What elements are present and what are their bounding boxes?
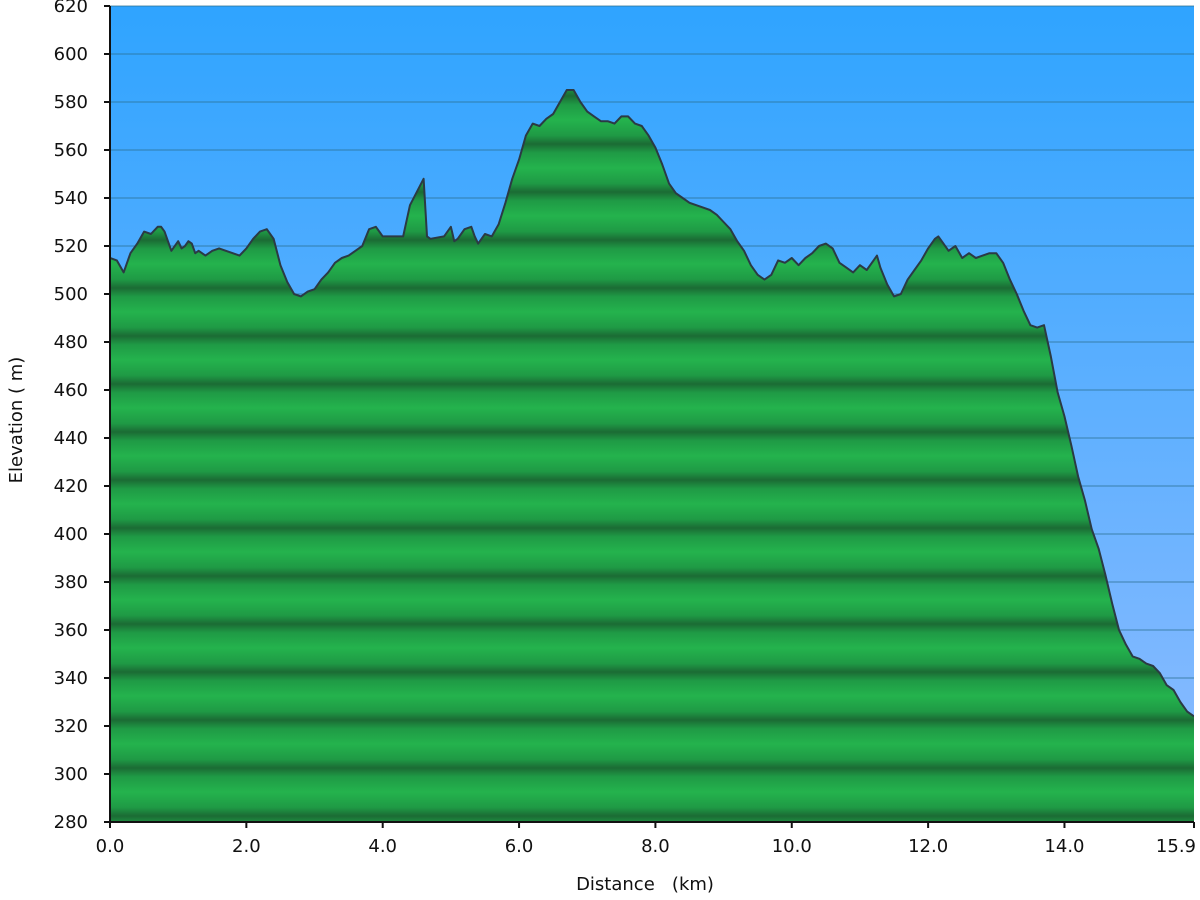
x-tick-label-0.0: 0.0 [96, 836, 125, 857]
y-tick-label-400: 400 [54, 524, 88, 545]
y-tick-label-520: 520 [54, 236, 88, 257]
y-tick-label-460: 460 [54, 380, 88, 401]
y-tick-label-300: 300 [54, 764, 88, 785]
x-tick-label-15.9: 15.9 [1156, 836, 1196, 857]
elevation-line [110, 89, 1194, 718]
y-tick-label-340: 340 [54, 668, 88, 689]
y-tick-label-320: 320 [54, 716, 88, 737]
y-tick-label-380: 380 [54, 572, 88, 593]
y-tick-label-480: 480 [54, 332, 88, 353]
y-tick-label-420: 420 [54, 476, 88, 497]
x-axis-title: Distance (km) [576, 874, 714, 895]
elevation-area [110, 90, 1194, 822]
x-tick-label-6.0: 6.0 [505, 836, 534, 857]
y-tick-label-540: 540 [54, 188, 88, 209]
y-tick-label-620: 620 [54, 0, 88, 17]
y-tick-label-580: 580 [54, 92, 88, 113]
y-axis-title: Elevation ( m) [6, 357, 27, 484]
y-tick-label-600: 600 [54, 44, 88, 65]
x-tick-label-12.0: 12.0 [908, 836, 948, 857]
y-tick-label-280: 280 [54, 812, 88, 833]
y-tick-label-360: 360 [54, 620, 88, 641]
y-tick-label-500: 500 [54, 284, 88, 305]
y-axis-ticks: 280 300 320 340 360 380 400 420 440 460 480 500 520 5… [54, 0, 110, 833]
x-tick-label-2.0: 2.0 [232, 836, 261, 857]
x-tick-label-4.0: 4.0 [368, 836, 397, 857]
x-axis-ticks: 0.0 2.0 4.0 6.0 8.0 10.0 12.0 14.0 15.9 [96, 822, 1196, 857]
y-tick-label-560: 560 [54, 140, 88, 161]
x-tick-label-14.0: 14.0 [1044, 836, 1084, 857]
x-tick-label-8.0: 8.0 [641, 836, 670, 857]
y-tick-label-440: 440 [54, 428, 88, 449]
x-tick-label-10.0: 10.0 [772, 836, 812, 857]
